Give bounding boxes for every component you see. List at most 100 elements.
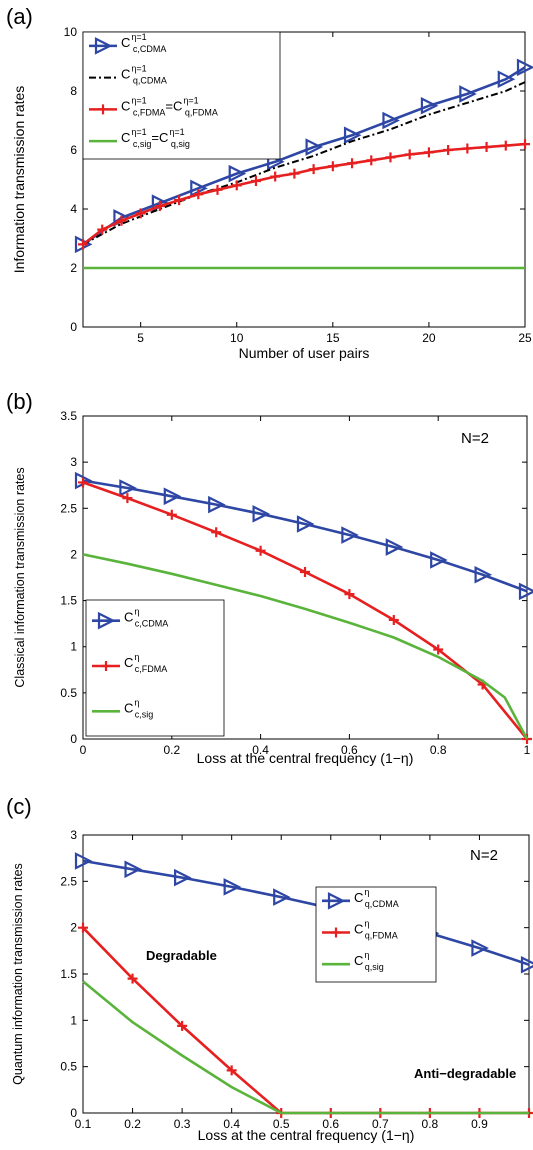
series-line-c_cdma — [82, 479, 528, 593]
series-line-q_cdma — [82, 81, 526, 246]
y-tick-label: 1.5 — [60, 594, 77, 608]
legend-label-part: C — [121, 67, 130, 82]
x-axis-label: Number of user pairs — [239, 345, 370, 361]
legend-label-part: c,CDMA — [135, 619, 169, 629]
legend-label-part: η — [134, 607, 139, 617]
legend-label-part: c,FDMA — [133, 107, 166, 117]
legend-label-part: q,FDMA — [365, 931, 398, 941]
legend-label: Cη c,sig — [124, 697, 153, 719]
data-point-fdma — [212, 184, 223, 195]
legend-label-part: C — [121, 35, 130, 50]
x-tick-label: 0.4 — [252, 743, 269, 757]
legend-label-part: η=1 — [169, 127, 184, 137]
x-tick-label: 20 — [422, 331, 436, 345]
legend-label-part: η=1 — [131, 95, 146, 105]
legend-label-part: C — [121, 130, 130, 145]
y-tick-label: 2.5 — [60, 501, 77, 515]
x-tick-label: 0.8 — [422, 1117, 439, 1131]
data-point-c_cdma — [119, 479, 137, 497]
annotation-n: N=2 — [470, 847, 498, 864]
legend-label-part: c,sig — [133, 139, 152, 149]
data-point-q_cdma — [74, 852, 93, 870]
data-point-c_cdma — [382, 111, 400, 130]
data-point-q_cdma — [124, 860, 143, 879]
series-line-q_sig — [82, 980, 529, 1115]
series-c_cdma — [74, 471, 533, 601]
y-tick-label: 1 — [70, 640, 77, 654]
x-tick-label: 5 — [137, 331, 144, 345]
data-point-fdma — [462, 143, 473, 154]
x-tick-label: 0.8 — [430, 743, 447, 757]
x-tick-label: 0.1 — [75, 1117, 92, 1131]
y-tick-label: 3 — [70, 828, 77, 842]
data-point-q_cdma — [223, 878, 242, 896]
y-tick-label: 10 — [64, 25, 78, 39]
legend-label-part: q,CDMA — [133, 76, 167, 86]
region-label: Degradable — [146, 948, 217, 963]
data-point-c_fdma — [344, 589, 355, 600]
y-tick-label: 3 — [70, 455, 77, 469]
x-tick-label: 0.7 — [372, 1117, 389, 1131]
x-tick-label: 10 — [230, 331, 244, 345]
legend-label: Cη q,FDMA — [354, 919, 398, 941]
data-point-c_cdma — [343, 126, 362, 145]
x-tick-label: 0.3 — [174, 1117, 191, 1131]
x-tick-label: 0 — [80, 743, 87, 757]
data-point-c_fdma — [122, 493, 133, 504]
legend-label-part: q,sig — [171, 139, 190, 149]
legend-label-part: η — [364, 919, 369, 929]
legend-label: Cη=1 c,sig=Cη=1 q,sig — [121, 127, 190, 149]
series-q_cdma — [82, 81, 526, 246]
legend-box — [82, 31, 281, 160]
data-point-q_cdma — [471, 939, 489, 957]
y-tick-label: 2 — [70, 261, 77, 275]
legend-label-part: η=1 — [183, 95, 198, 105]
data-point-c_cdma — [518, 582, 533, 601]
data-point-fdma — [347, 158, 358, 169]
x-tick-label: 0.4 — [223, 1117, 240, 1131]
data-point-q_cdma — [174, 868, 192, 887]
legend-marker-c_fdma — [101, 661, 111, 671]
legend-label-part: C — [124, 700, 133, 715]
data-point-c_cdma — [474, 565, 493, 584]
data-point-fdma — [135, 208, 146, 219]
legend-label-part: η — [364, 950, 369, 960]
y-tick-label: 0 — [70, 320, 77, 334]
legend-equals: = — [165, 98, 173, 113]
legend-marker-q_cdma — [327, 892, 346, 910]
data-point-c_cdma — [305, 138, 324, 156]
x-tick-label: 0.2 — [163, 743, 180, 757]
legend-label-part: q,CDMA — [365, 899, 399, 909]
y-tick-label: 2 — [70, 921, 77, 935]
series-c_sig — [82, 553, 529, 740]
x-tick-label: 0.9 — [471, 1117, 488, 1131]
data-point-q_fdma — [127, 973, 138, 984]
data-point-c_cdma — [252, 505, 271, 523]
plot-area — [82, 834, 530, 1114]
x-tick-label: 1 — [524, 743, 531, 757]
y-tick-label: 6 — [70, 143, 77, 157]
legend-label-part: C — [124, 655, 133, 670]
data-point-fdma — [423, 147, 434, 158]
legend-label-part: C — [354, 922, 363, 937]
legend-label-part: η=1 — [131, 64, 146, 74]
data-point-q_cdma — [520, 955, 533, 974]
data-point-c_fdma — [388, 614, 399, 625]
data-point-fdma — [231, 180, 242, 191]
data-point-c_fdma — [433, 644, 444, 655]
data-point-c_fdma — [300, 566, 310, 577]
chart-c-svg: 0.1 0.2 0.3 0.4 0.5 0.6 0.7 0.8 0.9 0 0.5 1 1.5 2 2.5 3… — [6, 794, 533, 1143]
legend-label-part: c,FDMA — [135, 664, 168, 674]
y-tick-label: 1.5 — [60, 967, 77, 981]
y-axis-label: Information transmission rates — [11, 86, 27, 274]
data-point-fdma — [500, 140, 511, 151]
y-axis-label: Classical information transmission rates — [13, 467, 27, 687]
chart-panel-a: 5 10 15 20 25 0 2 4 6 8 10 Number of user pairs Info… — [0, 0, 533, 372]
y-tick-label: 0 — [70, 1106, 77, 1120]
y-tick-label: 2.5 — [60, 874, 77, 888]
legend-label: Cη q,CDMA — [354, 887, 399, 909]
data-point-fdma — [481, 142, 492, 153]
x-tick-label: 15 — [326, 331, 340, 345]
